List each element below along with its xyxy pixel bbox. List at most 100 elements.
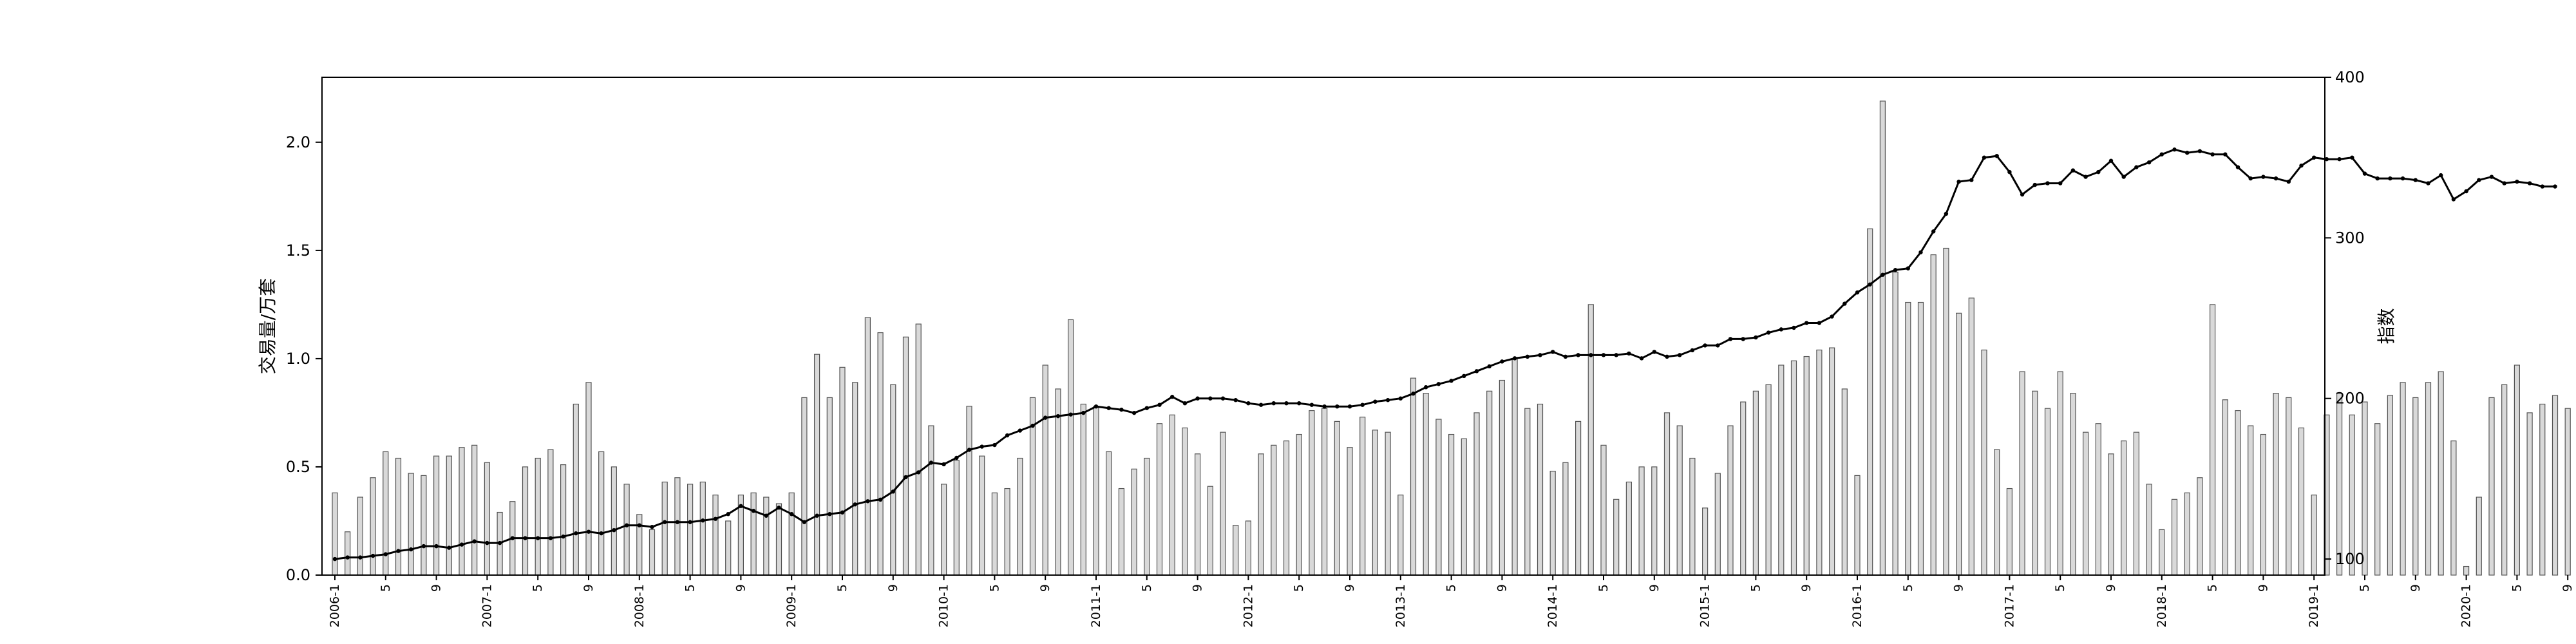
index-point [1195, 396, 1200, 401]
volume-bar [1372, 430, 1378, 576]
volume-bar [649, 529, 656, 576]
volume-bar [1473, 412, 1480, 576]
volume-bar [1397, 495, 1404, 576]
x-tick-label: 9 [1647, 584, 1662, 592]
volume-bar [1854, 475, 1861, 576]
index-point [1716, 343, 1720, 348]
volume-bar [547, 449, 554, 576]
x-tick-label: 2007-1 [480, 584, 494, 627]
index-point [1525, 354, 1530, 359]
volume-bar [2070, 393, 2076, 576]
index-point [967, 448, 972, 452]
volume-bar [2222, 399, 2228, 576]
index-point [358, 555, 363, 560]
volume-bar [979, 455, 985, 576]
index-point [637, 523, 641, 527]
index-point [2286, 179, 2291, 184]
x-tick-label: 9 [1495, 584, 1509, 592]
volume-bar [2438, 371, 2444, 576]
index-point [1918, 250, 1923, 254]
index-point [1487, 364, 1492, 369]
volume-bar [446, 455, 452, 576]
right-y-tick-label: 200 [2335, 390, 2365, 408]
volume-bar [915, 323, 922, 576]
index-point [2020, 192, 2025, 197]
index-point [1144, 406, 1150, 410]
index-point [802, 520, 807, 524]
volume-bar [775, 503, 782, 576]
volume-bar [1410, 377, 1417, 576]
volume-bar [1194, 453, 1201, 576]
volume-bar [2412, 397, 2419, 576]
index-point [663, 520, 667, 524]
index-point [2350, 155, 2354, 160]
index-point [1335, 404, 1340, 409]
index-point [1639, 356, 1644, 361]
volume-bar [1981, 349, 1987, 576]
index-point [2388, 176, 2392, 181]
index-point [1779, 327, 1783, 332]
index-point [2477, 178, 2481, 182]
left-y-tick-label: 0.5 [286, 458, 310, 476]
volume-bar [991, 492, 998, 576]
volume-bar [1080, 403, 1086, 576]
volume-bar [1499, 379, 1505, 576]
x-tick-label: 2019-1 [2307, 584, 2321, 627]
volume-bars [332, 100, 2571, 576]
index-point [688, 520, 692, 524]
index-point [1474, 369, 1479, 374]
x-tick-label: 9 [1799, 584, 1814, 592]
volume-bar [2374, 423, 2381, 576]
volume-bar [1625, 481, 1632, 576]
volume-bar [2197, 477, 2203, 576]
index-point [739, 504, 743, 508]
volume-bar [2476, 497, 2482, 576]
index-point [2108, 158, 2114, 163]
index-point [1703, 343, 1707, 348]
volume-bar [712, 495, 719, 576]
index-point [2515, 179, 2519, 184]
index-point [1614, 353, 1618, 357]
volume-bar [433, 455, 440, 576]
volume-bar [1233, 525, 1239, 576]
volume-bar [2171, 498, 2178, 576]
volume-bar [2564, 408, 2571, 576]
index-point [2273, 176, 2278, 181]
volume-bar [1093, 406, 1099, 576]
volume-bar [1841, 388, 1848, 576]
index-point [1589, 353, 1593, 357]
index-point [2121, 175, 2126, 179]
index-point [1043, 415, 1048, 420]
volume-bar [2044, 408, 2051, 576]
index-point [1830, 314, 1834, 319]
volume-bar [750, 492, 757, 576]
x-tick-label: 2018-1 [2155, 584, 2169, 627]
left-y-tick-label: 1.0 [286, 350, 310, 368]
index-point [1792, 325, 1796, 330]
index-point [586, 529, 591, 534]
index-point [840, 510, 845, 515]
index-point [1931, 229, 1936, 234]
x-tick-label: 2020-1 [2459, 584, 2474, 627]
index-point [1449, 379, 1454, 383]
index-point [1500, 359, 1504, 364]
index-point [929, 460, 934, 465]
x-axis: 2006-1 5 9 2007-1 5 9 2008-1 5 9 2009-1 5 9 2010-1 5 9… [328, 575, 2575, 627]
index-point [992, 442, 997, 448]
volume-bar [1321, 408, 1328, 576]
index-point [942, 462, 946, 467]
index-point [599, 531, 603, 536]
x-tick-label: 2017-1 [2002, 584, 2016, 627]
index-point [1538, 353, 1542, 357]
index-point [1512, 356, 1517, 361]
x-tick-label: 9 [2561, 584, 2575, 592]
volume-bar [2146, 484, 2152, 576]
volume-bar [852, 382, 858, 576]
index-point [1766, 330, 1771, 335]
x-tick-label: 5 [2053, 584, 2067, 592]
index-point [536, 536, 540, 540]
x-tick-label: 2010-1 [937, 584, 951, 627]
index-point [675, 520, 680, 524]
volume-bar [2387, 395, 2393, 576]
volume-bar [1182, 427, 1188, 576]
